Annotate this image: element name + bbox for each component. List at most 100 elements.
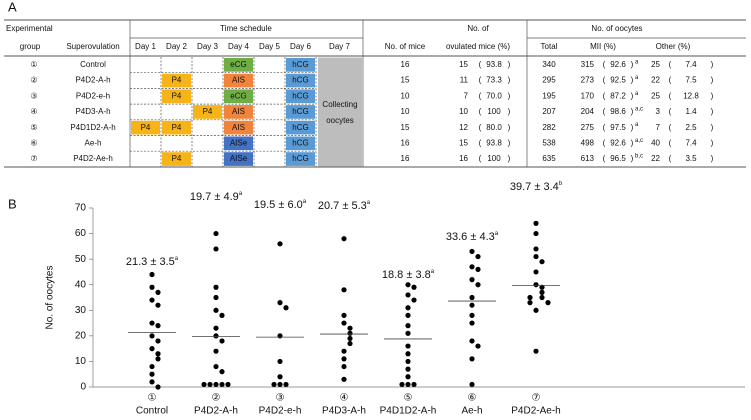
paren: ( <box>603 138 606 147</box>
paren: ( <box>669 91 672 100</box>
cell: 93.8 <box>486 138 502 147</box>
cell: 100 <box>487 107 501 116</box>
schedule-label: eCG <box>230 91 246 100</box>
data-point <box>533 246 539 252</box>
cell: 92.6 <box>610 60 626 69</box>
cell: 15 <box>459 60 468 69</box>
data-point <box>405 323 411 329</box>
data-point <box>277 333 283 339</box>
data-point <box>341 356 347 362</box>
paren: ) <box>508 60 511 69</box>
cell: 15 <box>401 123 410 132</box>
cell: 295 <box>542 76 556 85</box>
cell: 16 <box>401 154 410 163</box>
mean-annotation: 19.5 ± 6.0a <box>254 199 307 211</box>
cell: 92.5 <box>610 76 626 85</box>
paren: ) <box>631 154 634 163</box>
paren: ) <box>508 123 511 132</box>
paren: ( <box>479 107 482 116</box>
schedule-label: hCG <box>292 138 308 147</box>
data-point <box>405 343 411 349</box>
data-point <box>207 381 213 388</box>
data-point <box>341 348 347 354</box>
schedule-cell <box>162 89 191 104</box>
data-point <box>213 230 219 237</box>
data-point <box>341 320 347 326</box>
schedule-label: P4 <box>172 76 182 85</box>
paren: ) <box>631 76 634 85</box>
mean-superscript: a <box>431 269 435 275</box>
mean-annotation: 21.3 ± 3.5a <box>126 256 179 268</box>
data-point <box>405 305 411 311</box>
header: Day 5 <box>259 42 280 51</box>
cell: 12.8 <box>683 91 699 100</box>
y-tick-label: 10 <box>75 356 87 367</box>
data-point <box>213 246 219 252</box>
schedule-cell <box>131 120 160 135</box>
data-point <box>219 369 225 375</box>
mean-superscript: a <box>495 231 499 237</box>
schedule-label: P4 <box>141 123 151 132</box>
paren: ) <box>508 107 511 116</box>
mean-superscript: b <box>559 181 563 187</box>
paren: ) <box>631 107 634 116</box>
group-name: P4D2-e-h <box>76 91 110 100</box>
cell: 1.4 <box>685 107 697 116</box>
data-point <box>155 384 161 390</box>
data-point <box>527 294 533 301</box>
superscript: a,c <box>635 107 643 113</box>
y-axis-label: No. of oocytes <box>45 266 56 330</box>
schedule-cell <box>162 73 191 88</box>
data-point <box>277 358 283 365</box>
superscript: a <box>635 122 639 128</box>
header: Day 2 <box>166 42 187 51</box>
data-point <box>533 307 539 313</box>
data-point <box>213 363 219 370</box>
data-point <box>149 346 155 352</box>
cell: 340 <box>542 60 556 69</box>
data-point <box>149 320 155 326</box>
data-point <box>155 289 161 295</box>
data-point <box>347 330 353 336</box>
paren: ( <box>603 60 606 69</box>
header: No. of mice <box>385 42 426 51</box>
data-point <box>533 220 539 226</box>
data-point <box>277 241 283 247</box>
cell: 635 <box>542 154 556 163</box>
header: No. of oocytes <box>591 24 642 33</box>
data-point <box>155 351 161 357</box>
data-point <box>469 302 475 308</box>
header: Day 6 <box>290 42 311 51</box>
data-point <box>533 282 539 288</box>
row-number: ① <box>30 60 37 69</box>
header: Experimental <box>6 24 53 33</box>
y-tick-label: 60 <box>75 228 87 239</box>
data-point <box>225 381 231 388</box>
row-number: ⑦ <box>30 154 37 163</box>
group-name: Control <box>80 60 106 69</box>
data-point <box>341 363 347 370</box>
cell: 170 <box>581 91 595 100</box>
schedule-label: P4 <box>172 154 182 163</box>
cell: 10 <box>459 107 468 116</box>
cell: 11 <box>460 76 469 85</box>
data-point <box>411 284 417 290</box>
row-number: ② <box>30 76 37 85</box>
schedule-cell <box>224 73 253 88</box>
header: Superovulation <box>66 42 119 51</box>
x-tick-label: P4D2-A-h <box>194 406 238 417</box>
data-point <box>277 381 283 388</box>
data-point <box>469 277 475 283</box>
data-point <box>405 282 411 288</box>
cell: 207 <box>542 107 556 116</box>
data-point <box>283 305 289 311</box>
x-tick-label: P4D2-Ae-h <box>511 406 560 417</box>
cell: 22 <box>651 76 660 85</box>
mean-annotation: 18.8 ± 3.8a <box>382 269 435 281</box>
cell: 275 <box>581 123 595 132</box>
header: Day 4 <box>228 42 249 51</box>
cell: 195 <box>542 91 556 100</box>
paren: ( <box>479 154 482 163</box>
header: ovulated mice (%) <box>446 42 510 51</box>
